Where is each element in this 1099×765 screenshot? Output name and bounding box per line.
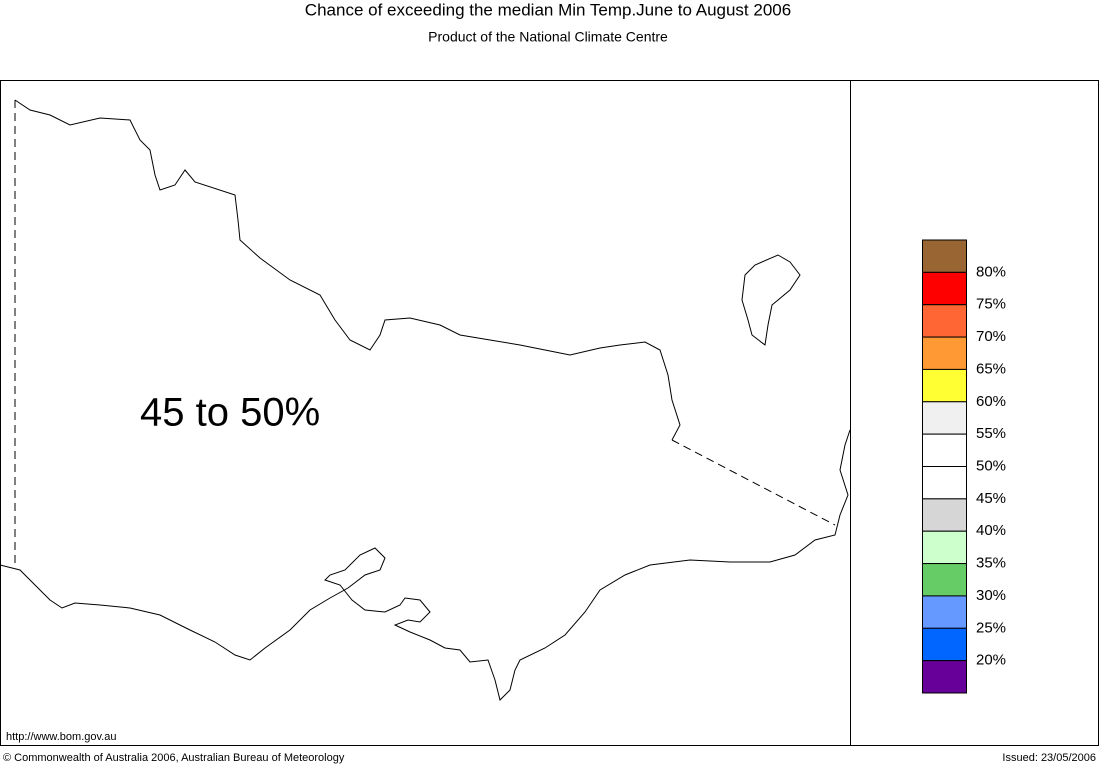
legend-swatch [922, 336, 967, 370]
legend-swatch [922, 563, 967, 597]
legend-label: 35% [976, 555, 1006, 572]
legend-frame [850, 80, 1099, 746]
legend-swatch [922, 498, 967, 532]
legend-swatch [922, 530, 967, 565]
legend-label: 30% [976, 587, 1006, 604]
state-border [671, 439, 836, 526]
legend-swatch [922, 627, 967, 662]
legend-swatch [922, 239, 967, 273]
legend-label: 70% [976, 328, 1006, 345]
legend-label: 80% [976, 263, 1006, 280]
legend-label: 40% [976, 522, 1006, 539]
legend-swatch [922, 466, 967, 500]
legend-label: 55% [976, 425, 1006, 442]
subtitle: Product of the National Climate Centre [428, 29, 668, 45]
island [741, 254, 801, 346]
legend-label: 60% [976, 393, 1006, 410]
legend: 80% 75% 70% 65% 60% 55% 50% 45% 40% 35% 30% 25% 20% [922, 239, 1006, 694]
legend-swatch [922, 304, 967, 338]
map-frame [0, 80, 851, 746]
title: Chance of exceeding the median Min Temp.… [305, 0, 791, 19]
issued-date: Issued: 23/05/2006 [1002, 752, 1096, 764]
copyright: © Commonwealth of Australia 2006, Austra… [3, 752, 345, 764]
legend-swatch [922, 660, 967, 694]
legend-swatch [922, 595, 967, 629]
legend-swatch [922, 368, 967, 403]
legend-label: 45% [976, 490, 1006, 507]
legend-swatch [922, 271, 967, 306]
river-border [14, 99, 681, 441]
map-outlines [0, 99, 851, 701]
legend-label: 65% [976, 360, 1006, 377]
legend-label: 50% [976, 457, 1006, 474]
legend-swatch [922, 433, 967, 467]
legend-label: 25% [976, 619, 1006, 636]
legend-label: 20% [976, 652, 1006, 669]
url: http://www.bom.gov.au [6, 731, 116, 743]
coastline [0, 429, 851, 701]
legend-swatch [922, 401, 967, 435]
region-label: 45 to 50% [140, 391, 320, 435]
legend-label: 75% [976, 296, 1006, 313]
